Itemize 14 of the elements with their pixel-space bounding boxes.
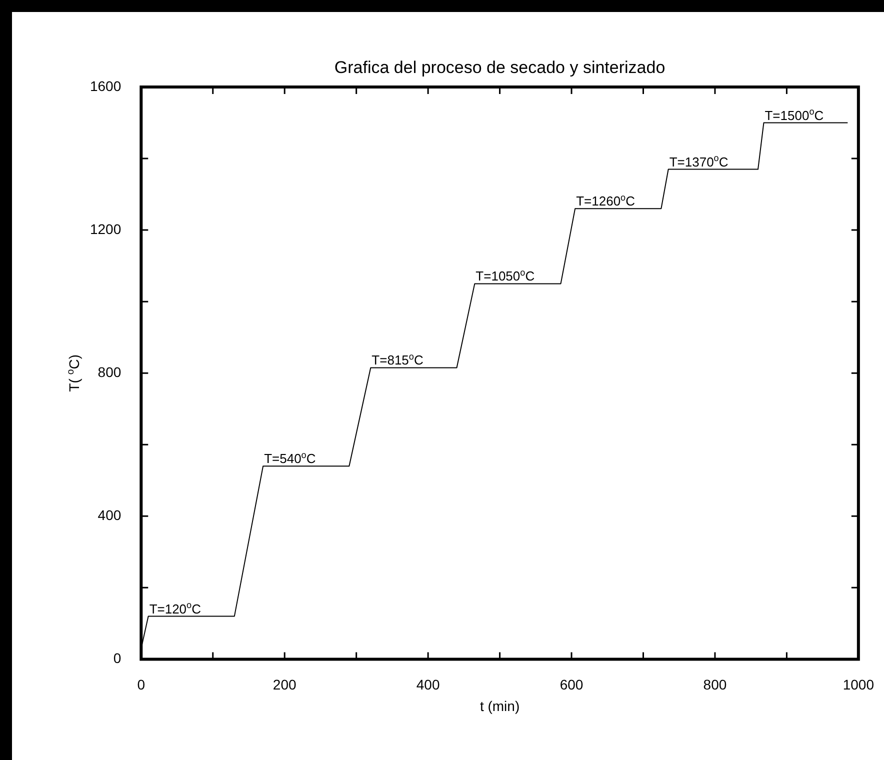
x-tick-label: 1000 [842,676,874,692]
y-axis-title: T( oC) [66,354,82,392]
x-axis-title: t (min) [480,698,520,714]
x-tick-label: 200 [272,676,296,692]
x-tick-label: 0 [137,676,146,692]
y-tick-label: 800 [98,364,122,380]
chart-title: Grafica del proceso de secado y sinterizado [334,58,666,77]
y-tick-label: 1600 [90,78,122,94]
x-tick-label: 600 [560,676,584,692]
y-tick-label: 400 [98,507,122,524]
x-tick-label: 800 [703,676,727,692]
y-tick-label: 0 [113,650,122,666]
y-tick-label: 1200 [90,220,122,237]
x-tick-label: 400 [416,676,440,692]
